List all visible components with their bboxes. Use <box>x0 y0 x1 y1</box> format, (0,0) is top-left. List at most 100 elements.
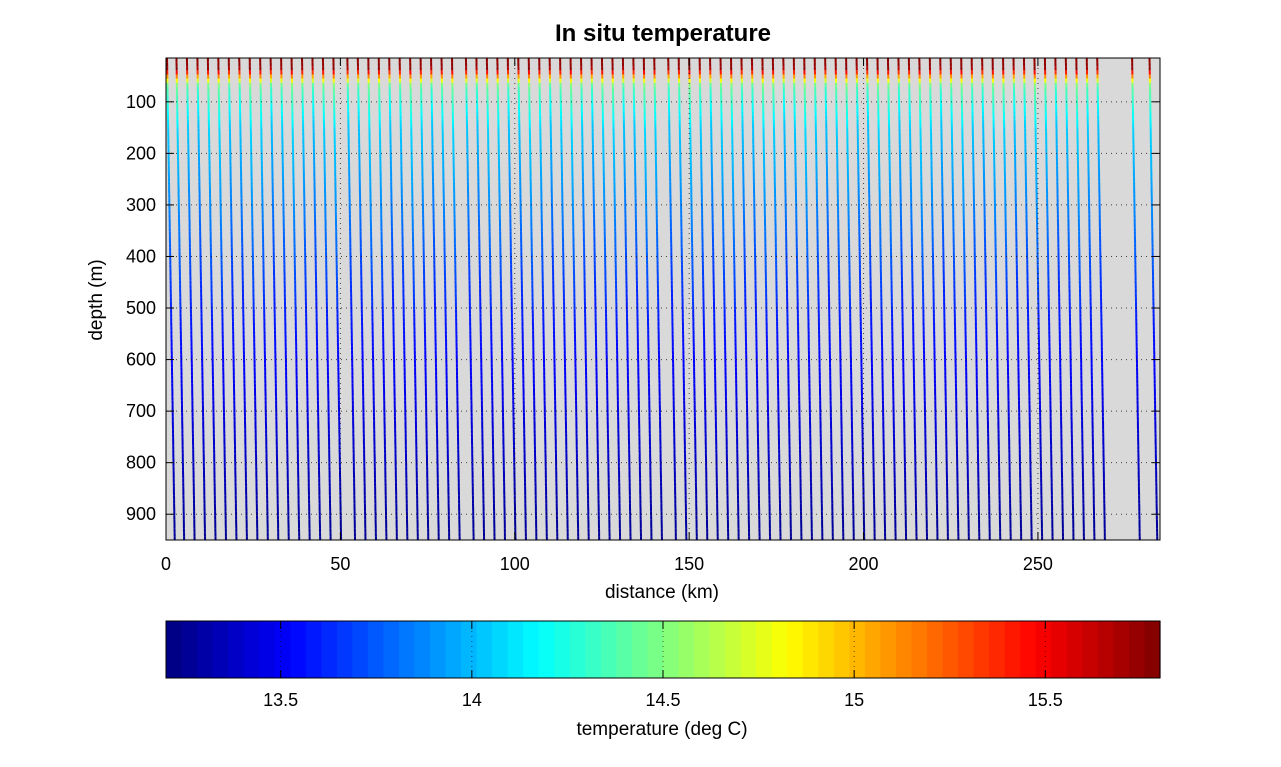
colorbar-segment <box>259 621 276 678</box>
profile-56 <box>761 58 772 540</box>
y-tick-label: 100 <box>126 92 156 112</box>
profile-68 <box>887 58 897 540</box>
profile-47 <box>667 58 677 540</box>
profile-39 <box>580 58 590 540</box>
profile-45 <box>642 58 653 540</box>
colorbar-tick-label: 15.5 <box>1028 690 1063 710</box>
profile-49 <box>688 58 698 540</box>
colorbar-segment <box>631 621 649 678</box>
x-tick-label: 200 <box>849 554 879 574</box>
grid-lines <box>166 58 1160 540</box>
profile-21 <box>388 58 398 540</box>
colorbar-segment <box>445 621 462 678</box>
colorbar-segment <box>1144 621 1161 678</box>
profile-66 <box>866 58 876 540</box>
colorbar-segment <box>290 621 307 678</box>
profile-73 <box>939 58 949 540</box>
profile-63 <box>834 58 845 540</box>
profile-10 <box>269 58 280 540</box>
colorbar-segment <box>1113 621 1130 678</box>
colorbar-segment <box>895 621 913 678</box>
colorbar-segment <box>398 621 416 678</box>
profile-0 <box>166 58 176 540</box>
profile-9 <box>259 58 269 540</box>
profile-54 <box>740 58 751 540</box>
colorbar-segment <box>958 621 975 678</box>
profile-22 <box>398 58 409 540</box>
colorbar-segment <box>1082 621 1099 678</box>
profile-52 <box>719 58 730 540</box>
y-axis-ticks: 100 200 300 400 500 600 700 800 900 <box>126 92 1160 524</box>
profile-83 <box>1043 58 1054 540</box>
profile-20 <box>377 58 388 540</box>
y-tick-label: 200 <box>126 143 156 163</box>
profile-46 <box>653 58 663 540</box>
profile-36 <box>548 58 559 540</box>
profile-67 <box>876 58 887 540</box>
profile-32 <box>506 58 517 540</box>
profile-11 <box>280 58 290 540</box>
colorbar-segment <box>492 621 509 678</box>
colorbar-segment <box>756 621 773 678</box>
profile-76 <box>970 58 981 540</box>
profile-7 <box>238 58 248 540</box>
colorbar-segment <box>942 621 959 678</box>
profile-27 <box>451 58 461 540</box>
x-axis-label: distance (km) <box>605 582 719 603</box>
profile-85 <box>1064 58 1075 540</box>
profile-78 <box>991 58 1002 540</box>
colorbar-segment <box>414 621 431 678</box>
profile-2 <box>185 58 196 540</box>
profile-84 <box>1054 58 1064 540</box>
profile-72 <box>928 58 939 540</box>
profile-33 <box>517 58 527 540</box>
colorbar-segment <box>321 621 338 678</box>
profile-81 <box>1023 58 1033 540</box>
profile-89 <box>1131 58 1141 540</box>
colorbar-segment <box>880 621 897 678</box>
colorbar-segment <box>274 621 291 678</box>
y-tick-label: 300 <box>126 195 156 215</box>
profile-34 <box>527 58 538 540</box>
colorbar-segment <box>616 621 633 678</box>
colorbar-segment <box>694 621 711 678</box>
colorbar-ticks: 13.5 14 14.5 15 15.5 <box>263 621 1063 710</box>
colorbar-segment <box>678 621 695 678</box>
profile-24 <box>419 58 430 540</box>
x-tick-label: 0 <box>161 554 171 574</box>
profile-1 <box>175 58 186 540</box>
profile-58 <box>782 58 792 540</box>
colorbar-segment <box>833 621 850 678</box>
profile-64 <box>845 58 855 540</box>
y-tick-label: 500 <box>126 298 156 318</box>
profile-30 <box>485 58 496 540</box>
colorbar-segment <box>1066 621 1083 678</box>
colorbar-segment <box>1051 621 1068 678</box>
profile-60 <box>803 58 813 540</box>
profile-4 <box>206 58 217 540</box>
colorbar-segment <box>1097 621 1115 678</box>
profile-43 <box>621 58 632 540</box>
profile-70 <box>907 58 918 540</box>
profile-12 <box>290 58 301 540</box>
profile-13 <box>301 58 311 540</box>
colorbar-segment <box>383 621 400 678</box>
y-axis-label: depth (m) <box>86 259 107 340</box>
colorbar-segment <box>709 621 726 678</box>
colorbar-tick-label: 14.5 <box>645 690 680 710</box>
colorbar-segment <box>663 621 680 678</box>
profile-3 <box>196 58 207 540</box>
colorbar-segment <box>864 621 882 678</box>
colorbar-segment <box>243 621 260 678</box>
colorbar <box>166 621 1161 678</box>
y-tick-label: 600 <box>126 350 156 370</box>
colorbar-segment <box>802 621 819 678</box>
plot-background <box>166 58 1160 540</box>
profile-25 <box>430 58 440 540</box>
profile-53 <box>730 58 740 540</box>
colorbar-segment <box>352 621 369 678</box>
profile-57 <box>771 58 782 540</box>
colorbar-segment <box>166 621 183 678</box>
profile-31 <box>496 58 506 540</box>
colorbar-segment <box>538 621 555 678</box>
